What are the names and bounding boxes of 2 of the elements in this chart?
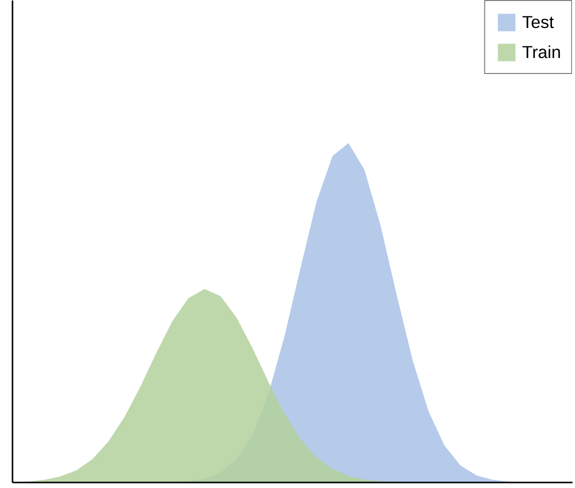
legend-label: Train: [522, 42, 561, 62]
legend-label: Test: [522, 12, 554, 32]
